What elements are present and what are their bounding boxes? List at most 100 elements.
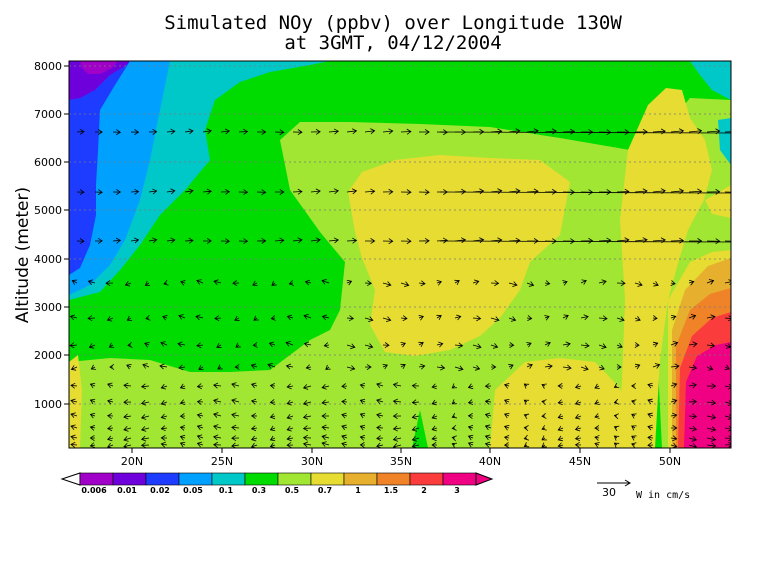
wind-vector bbox=[631, 442, 637, 448]
wind-vector bbox=[123, 413, 132, 420]
wind-vector bbox=[364, 128, 376, 135]
wind-vector bbox=[107, 435, 114, 442]
wind-vector bbox=[724, 315, 731, 322]
wind-vector bbox=[574, 435, 582, 442]
wind-streak bbox=[439, 131, 731, 134]
wind-vector bbox=[250, 382, 258, 389]
wind-vector bbox=[140, 414, 150, 420]
wind-vector bbox=[198, 364, 204, 371]
wind-vector bbox=[271, 280, 277, 286]
wind-vector bbox=[706, 342, 716, 349]
colorbar-label: 0.3 bbox=[252, 486, 266, 495]
wind-vector bbox=[508, 364, 514, 370]
wind-vector bbox=[346, 237, 358, 244]
wind-vector bbox=[523, 434, 529, 441]
wind-vector bbox=[359, 424, 366, 431]
wind-vector bbox=[321, 434, 330, 441]
wind-vector bbox=[613, 413, 619, 420]
wind-vector bbox=[451, 442, 458, 448]
wind-vector bbox=[562, 238, 576, 245]
wind-vector bbox=[454, 129, 467, 136]
wind-vector bbox=[616, 237, 630, 244]
wind-vector bbox=[94, 237, 103, 244]
colorbar-label: 1 bbox=[355, 486, 361, 495]
wind-vector bbox=[382, 342, 390, 349]
wind-vector bbox=[184, 237, 194, 244]
wind-vector bbox=[346, 343, 356, 350]
wind-vector bbox=[376, 435, 384, 442]
colorbar-swatch bbox=[343, 472, 378, 486]
wind-vector bbox=[472, 237, 485, 244]
wind-vector bbox=[508, 188, 521, 195]
wind-vector bbox=[724, 240, 731, 242]
wind-vector bbox=[213, 424, 222, 430]
wind-vector bbox=[382, 316, 392, 323]
wind-vector bbox=[616, 129, 630, 136]
wind-vector bbox=[250, 363, 258, 370]
wind-vector bbox=[574, 399, 582, 406]
wind-vector bbox=[177, 341, 186, 348]
wind-vector bbox=[231, 435, 240, 442]
wind-vector bbox=[321, 441, 330, 447]
wind-vector bbox=[321, 399, 330, 406]
wind-vector bbox=[70, 434, 78, 441]
wind-vector bbox=[376, 412, 384, 419]
wind-vector bbox=[286, 435, 294, 442]
wind-vector bbox=[303, 314, 312, 320]
colorbar-label: 0.01 bbox=[117, 486, 137, 495]
wind-vector bbox=[418, 129, 430, 135]
colorbar-low-cap bbox=[60, 472, 81, 486]
y-tick-label: 1000 bbox=[34, 398, 62, 411]
wind-vector bbox=[328, 128, 340, 135]
wind-vector bbox=[231, 398, 240, 404]
wind-vector bbox=[580, 279, 587, 285]
wind-vector bbox=[652, 188, 666, 195]
wind-vector bbox=[557, 399, 564, 406]
wind-vector bbox=[431, 383, 438, 390]
wind-vector bbox=[523, 442, 530, 448]
wind-vector bbox=[302, 384, 312, 390]
wind-vector bbox=[557, 425, 564, 432]
wind-vector bbox=[647, 434, 654, 441]
wind-vector bbox=[594, 442, 600, 448]
wind-vector bbox=[159, 363, 168, 370]
colorbar-label: 0.05 bbox=[183, 486, 203, 495]
colorbar-label: 0.7 bbox=[318, 486, 332, 495]
wind-vector bbox=[302, 425, 312, 432]
wind-vector bbox=[107, 412, 114, 419]
wind-vector bbox=[467, 399, 474, 406]
wind-vector bbox=[106, 316, 114, 322]
wind-vector bbox=[160, 441, 168, 448]
wind-vector bbox=[670, 280, 676, 286]
wind-vector bbox=[557, 442, 564, 448]
wind-vector bbox=[126, 315, 133, 321]
wind-vector bbox=[526, 188, 539, 195]
wind-vector bbox=[400, 238, 412, 245]
wind-vector bbox=[688, 314, 697, 320]
x-axis: 20N 25N 30N 35N 40N 45N 50N bbox=[121, 448, 681, 468]
wind-vector bbox=[724, 191, 731, 193]
wind-vector bbox=[302, 441, 312, 448]
wind-vector bbox=[616, 316, 625, 322]
wind-vector bbox=[341, 398, 348, 405]
wind-vector bbox=[490, 188, 503, 195]
wind-vector bbox=[89, 435, 96, 441]
wind-vector bbox=[325, 364, 331, 370]
wind-vector bbox=[160, 425, 168, 432]
wind-vector bbox=[451, 435, 457, 442]
wind-vector bbox=[70, 441, 78, 448]
wind-vector bbox=[232, 280, 240, 287]
wind-vector bbox=[274, 129, 285, 136]
wind-vector bbox=[250, 435, 258, 442]
wind-vector bbox=[431, 435, 438, 442]
wind-vector bbox=[346, 128, 358, 135]
wind-vector bbox=[346, 315, 355, 322]
wind-vector bbox=[688, 188, 703, 195]
wind-vector bbox=[544, 363, 553, 370]
wind-vector bbox=[503, 382, 510, 389]
wind-vector bbox=[688, 413, 698, 420]
wind-vector bbox=[508, 281, 518, 287]
wind-vector bbox=[302, 434, 312, 441]
wind-vector bbox=[574, 413, 582, 420]
wind-vector bbox=[140, 435, 150, 442]
